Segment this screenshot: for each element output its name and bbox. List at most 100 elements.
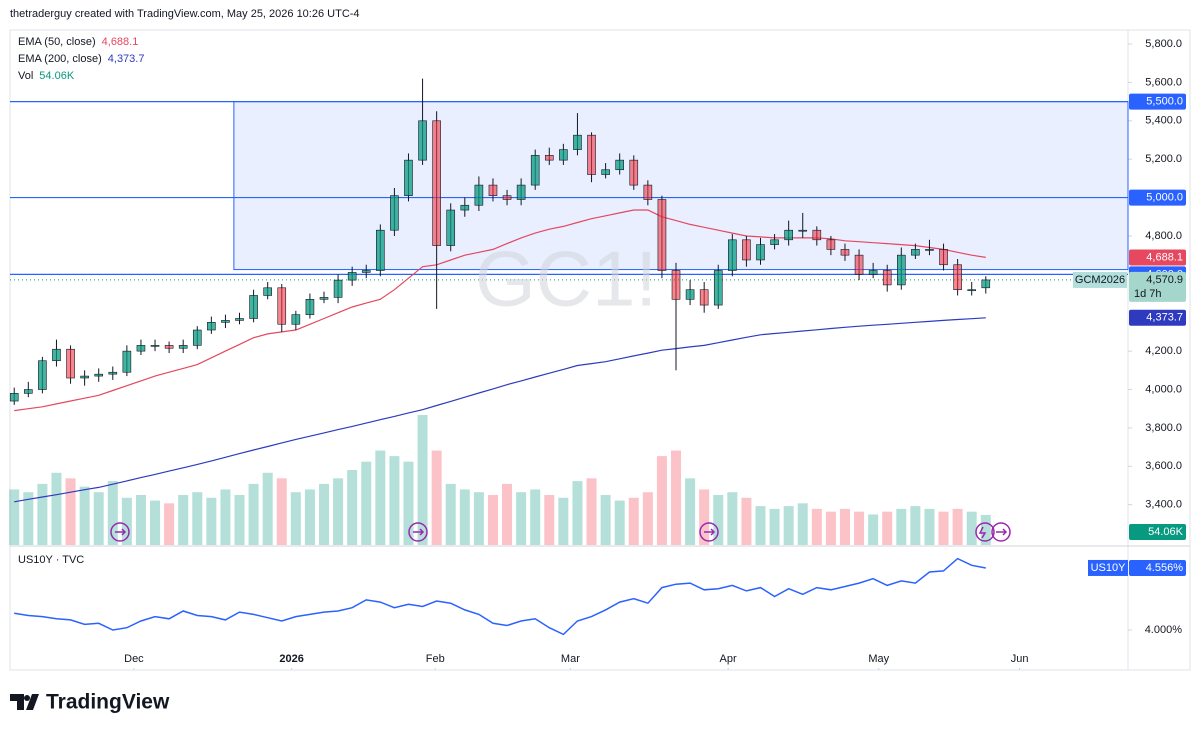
volume-bar <box>614 500 625 545</box>
volume-bar <box>713 495 724 545</box>
volume-bar <box>220 489 231 545</box>
x-tick-label: Apr <box>720 653 737 665</box>
volume-bar <box>417 415 428 545</box>
y-tick-label: 5,400.0 <box>1145 115 1182 127</box>
volume-bar <box>445 483 456 545</box>
candle-body <box>854 254 864 275</box>
volume-bar <box>107 481 118 545</box>
candle-body <box>404 159 413 196</box>
volume-bar <box>403 461 414 545</box>
volume-bar <box>755 506 766 545</box>
volume-bar <box>741 497 752 545</box>
volume-bar <box>699 489 710 545</box>
legend-name: EMA (200, close) <box>18 53 102 65</box>
volume-bar <box>135 495 146 545</box>
volume-bar <box>150 500 161 545</box>
legend-name: EMA (50, close) <box>18 36 96 48</box>
level-label: 5,000.0 <box>1146 191 1183 203</box>
volume-bar <box>516 492 527 545</box>
volume-bar <box>825 511 836 545</box>
volume-bar <box>473 492 484 545</box>
ema-tag-bg <box>1129 309 1186 326</box>
x-tick-label: Dec <box>124 653 144 665</box>
volume-bar <box>79 486 90 545</box>
volume-bar <box>797 503 808 545</box>
candle-body <box>784 229 793 241</box>
contract-bg <box>1073 271 1127 288</box>
volume-bar <box>727 492 738 545</box>
volume-bar <box>9 489 20 545</box>
candle-body <box>221 320 230 323</box>
candle-body <box>882 270 892 286</box>
volume-bar <box>459 489 470 545</box>
volume-bar <box>318 483 329 545</box>
volume-bar <box>164 503 175 545</box>
candle-body <box>418 120 427 161</box>
us10y-name-bg <box>1088 559 1128 576</box>
volume-bar <box>431 450 442 545</box>
candle-body <box>601 169 610 175</box>
volume-bar <box>685 478 696 545</box>
candle-body <box>164 345 174 349</box>
volume-bar <box>37 483 48 545</box>
candle-body <box>559 149 568 161</box>
y-tick-label: 4,200.0 <box>1145 345 1182 357</box>
candle-body <box>516 184 526 200</box>
subchart-name: US10Y · TVC <box>18 554 84 566</box>
volume-bar <box>234 495 245 545</box>
candle-body <box>9 393 19 402</box>
y-tick-label: 5,600.0 <box>1145 76 1182 88</box>
ema-tag-bg <box>1129 249 1186 266</box>
x-tick-label: 2026 <box>279 653 303 665</box>
volume-bar <box>586 478 597 545</box>
volume-bar <box>642 492 653 545</box>
candle-body <box>699 289 709 306</box>
volume-bar <box>262 472 273 545</box>
candle-body <box>66 348 75 379</box>
candle-body <box>38 360 47 390</box>
legend-value: 4,688.1 <box>102 36 139 48</box>
volume-bar <box>347 470 358 545</box>
volume-bar <box>854 511 865 545</box>
candle-body <box>376 229 385 271</box>
candle-body <box>192 329 202 346</box>
volume-bar <box>192 492 203 545</box>
x-tick-label: Feb <box>426 653 445 665</box>
candle-body <box>615 159 624 171</box>
contract-label: GCM2026 <box>1075 274 1125 286</box>
candle-body <box>235 318 244 321</box>
volume-bar <box>65 478 76 545</box>
volume-bar <box>952 508 963 545</box>
us10y-name-tag: US10Y <box>1091 562 1127 574</box>
candle-body <box>94 373 104 377</box>
volume-bar <box>628 497 639 545</box>
last-tag-bg <box>1129 271 1186 302</box>
candle-body <box>953 264 962 291</box>
volume-bar <box>375 450 386 545</box>
y-tick-label: 4,000.0 <box>1145 383 1182 395</box>
candle-body <box>108 371 118 375</box>
candle-body <box>488 184 498 196</box>
volume-bar <box>290 492 301 545</box>
last-price-tag: 4,570.9 <box>1146 274 1183 286</box>
candle-body <box>207 322 216 331</box>
candle-body <box>587 134 596 175</box>
chart-title: thetraderguy created with TradingView.co… <box>10 8 360 20</box>
candle-body <box>291 314 301 325</box>
x-tick-label: May <box>868 653 889 665</box>
volume-bar <box>502 483 513 545</box>
logo-icon <box>10 694 39 710</box>
volume-bar <box>206 497 217 545</box>
candle-body <box>728 239 737 271</box>
event-icons <box>110 522 1011 542</box>
candle-body <box>812 229 822 241</box>
candle-body <box>742 239 751 261</box>
candle-body <box>361 270 371 273</box>
candle-body <box>530 155 540 186</box>
volume-bar <box>23 492 34 545</box>
volume-bar <box>248 483 259 545</box>
volume-bar <box>924 508 935 545</box>
candle-body <box>967 289 977 292</box>
volume-bar <box>487 495 498 545</box>
y-tick-label: 3,400.0 <box>1145 499 1182 511</box>
